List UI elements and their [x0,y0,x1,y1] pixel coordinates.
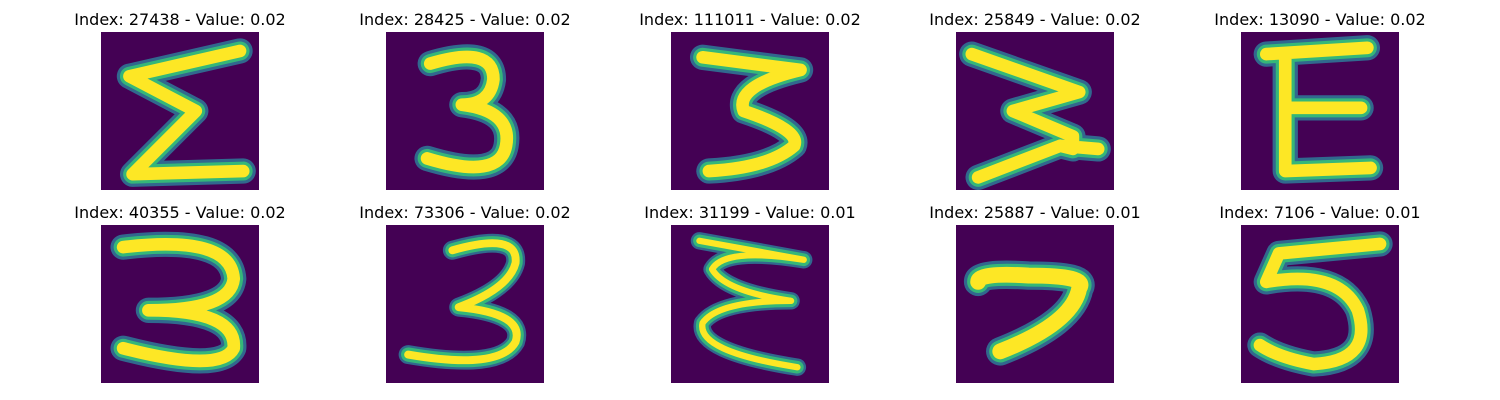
image-panel: Index: 28425 - Value: 0.02 [345,10,585,200]
image-panel: Index: 25887 - Value: 0.01 [915,203,1155,393]
digit-image [671,225,829,383]
panel-title: Index: 25849 - Value: 0.02 [929,10,1141,29]
image-panel: Index: 7106 - Value: 0.01 [1200,203,1440,393]
digit-image [1241,225,1399,383]
panel-title: Index: 25887 - Value: 0.01 [929,203,1141,222]
panel-title: Index: 28425 - Value: 0.02 [359,10,571,29]
digit-image [386,225,544,383]
digit-image [1241,32,1399,190]
image-panel: Index: 13090 - Value: 0.02 [1200,10,1440,200]
image-panel: Index: 40355 - Value: 0.02 [60,203,300,393]
panel-title: Index: 40355 - Value: 0.02 [74,203,286,222]
digit-image [671,32,829,190]
panel-title: Index: 7106 - Value: 0.01 [1219,203,1421,222]
panel-title: Index: 27438 - Value: 0.02 [74,10,286,29]
image-panel: Index: 111011 - Value: 0.02 [630,10,870,200]
digit-image [101,32,259,190]
image-panel: Index: 31199 - Value: 0.01 [630,203,870,393]
image-panel: Index: 27438 - Value: 0.02 [60,10,300,200]
panel-title: Index: 73306 - Value: 0.02 [359,203,571,222]
image-panel: Index: 73306 - Value: 0.02 [345,203,585,393]
digit-image [101,225,259,383]
panel-title: Index: 111011 - Value: 0.02 [639,10,861,29]
digit-image [386,32,544,190]
image-panel: Index: 25849 - Value: 0.02 [915,10,1155,200]
digit-image [956,32,1114,190]
panel-title: Index: 13090 - Value: 0.02 [1214,10,1426,29]
digit-image [956,225,1114,383]
panel-title: Index: 31199 - Value: 0.01 [644,203,856,222]
